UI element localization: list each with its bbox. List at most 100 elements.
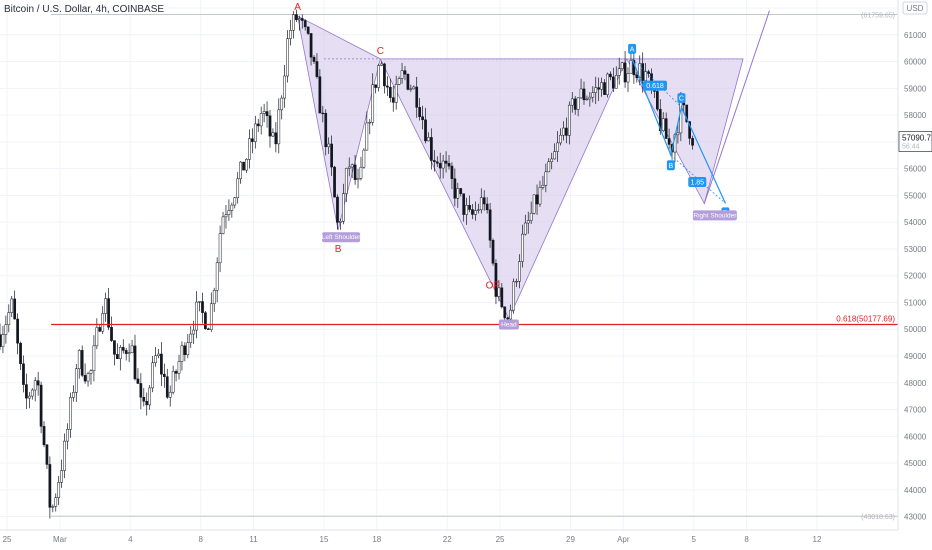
- currency-badge[interactable]: USD: [902, 1, 928, 15]
- candle-body: [459, 188, 463, 194]
- candle-body: [438, 163, 442, 169]
- candle-body: [559, 134, 562, 144]
- candle-body: [92, 345, 96, 371]
- right-shoulder-chip-bg: [692, 210, 737, 221]
- candle-body: [406, 73, 410, 90]
- candle-body: [547, 161, 551, 173]
- last-price-value: 57090.71: [902, 133, 932, 142]
- candle-body: [350, 164, 354, 168]
- candle-body: [342, 193, 345, 222]
- label-OP: OP: [486, 280, 501, 291]
- y-tick-label: 50000: [904, 325, 927, 334]
- y-tick-label: 60000: [904, 58, 927, 67]
- candle-body: [603, 82, 606, 95]
- candle-body: [494, 263, 498, 297]
- candle-body: [617, 68, 621, 76]
- candle-body: [444, 160, 448, 164]
- abcd-c-chip-text: C: [679, 96, 684, 103]
- abcd-c-chip: C: [677, 93, 686, 104]
- head-chip-text: Head: [501, 322, 517, 329]
- candle-body: [227, 210, 231, 215]
- candle-body: [629, 60, 633, 74]
- candle-body: [324, 112, 328, 148]
- candle-body: [110, 327, 113, 341]
- abcd-a-chip-bg: [628, 43, 637, 54]
- candle-body: [565, 127, 568, 136]
- candle-body: [139, 383, 143, 398]
- candle-body: [271, 132, 275, 137]
- candle-body: [614, 75, 618, 89]
- candle-body: [283, 75, 287, 99]
- abcd-a-chip-text: A: [630, 46, 635, 53]
- candle-body: [189, 333, 193, 343]
- candle-body: [154, 355, 157, 363]
- candle-body: [606, 73, 609, 95]
- candle-body: [83, 375, 87, 382]
- ratio-2-chip-text: 1.85: [690, 180, 704, 187]
- y-tick-label: 53000: [904, 245, 927, 254]
- candle-body: [107, 298, 110, 328]
- candle-body: [380, 63, 383, 66]
- candle-body: [594, 87, 598, 93]
- candle-body: [491, 240, 495, 264]
- y-tick-label: 56000: [904, 165, 927, 174]
- time-scale[interactable]: 25 Mar 4 8 11 15 18 22 25 29 Apr 5 8 12: [0, 529, 898, 544]
- candle-body: [353, 164, 357, 180]
- candle-body: [116, 354, 119, 359]
- y-tick-label: 52000: [904, 272, 927, 281]
- candle-body: [685, 104, 689, 122]
- candle-body: [356, 178, 360, 180]
- candle-body: [130, 345, 134, 353]
- x-tick-label: 15: [320, 535, 329, 544]
- candle-body: [39, 384, 43, 427]
- ratio-1-chip: 0.618: [643, 80, 668, 91]
- candle-body: [347, 166, 351, 169]
- candle-body: [462, 193, 466, 215]
- candle-body: [295, 14, 298, 21]
- candle-body: [74, 368, 78, 393]
- candle-body: [160, 353, 163, 375]
- projection-line: [703, 10, 770, 204]
- candle-body: [512, 281, 515, 311]
- ratio-2-chip-bg: [688, 177, 707, 188]
- candle-body: [248, 138, 251, 160]
- candle-body: [145, 401, 149, 406]
- candle-body: [315, 61, 319, 77]
- candle-body: [36, 380, 40, 386]
- abcd-path: [631, 58, 726, 204]
- candle-body: [45, 444, 49, 465]
- right-shoulder-chip-text: Right Shoulder: [693, 212, 737, 219]
- candle-body: [597, 87, 601, 90]
- candle-body: [441, 160, 445, 169]
- candle-body: [482, 197, 486, 205]
- candle-body: [16, 318, 19, 344]
- reference-line-label: (43018.63): [861, 514, 895, 521]
- candle-body: [60, 470, 63, 483]
- candle-body: [541, 184, 545, 188]
- candle-body: [101, 313, 105, 332]
- candle-body: [567, 104, 571, 136]
- left-shoulder-chip-bg: [322, 232, 361, 243]
- candle-body: [224, 214, 228, 218]
- abcd-c-chip-bg: [677, 93, 686, 104]
- candle-body: [447, 163, 451, 167]
- ratio-1-chip-bg: [643, 80, 668, 91]
- candle-body: [259, 113, 263, 127]
- candle-body: [186, 342, 190, 355]
- x-tick-label: 25: [496, 535, 505, 544]
- candle-body: [30, 389, 34, 397]
- candle-body: [435, 161, 439, 164]
- x-tick-label: 8: [744, 535, 749, 544]
- y-tick-label: 58000: [904, 111, 927, 120]
- candle-body: [427, 137, 430, 142]
- label-C: C: [377, 46, 384, 57]
- y-tick-label: 48000: [904, 379, 927, 388]
- candle-body: [391, 97, 395, 103]
- candle-body: [497, 287, 501, 297]
- candle-body: [177, 361, 181, 374]
- candle-body: [297, 18, 301, 21]
- x-tick-label: 8: [199, 535, 204, 544]
- candle-body: [174, 371, 178, 374]
